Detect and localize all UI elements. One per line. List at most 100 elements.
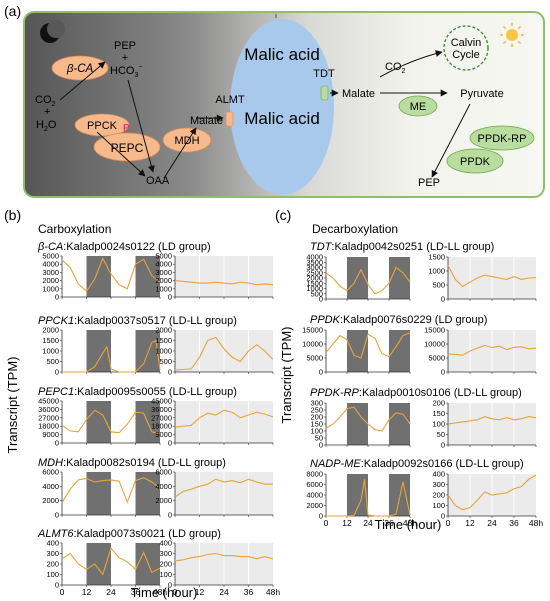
crescent-moon-icon bbox=[40, 20, 65, 43]
c-tdt-ld-ytick-label: 0 bbox=[319, 295, 323, 304]
c-nadp-me-ll-series-line bbox=[447, 474, 537, 511]
b-almt6-ld-xtick-label: 0 bbox=[60, 587, 65, 597]
b-pepc1-gene-title: PEPC1:Kaladp0095s0055 (LD-LL group) bbox=[38, 386, 237, 398]
c-nadp-me-ll-ytick-label: 400 bbox=[432, 470, 445, 479]
c-ppdk-rp-ld-series-line bbox=[325, 406, 411, 432]
svg-text:CO2: CO2 bbox=[35, 94, 56, 108]
svg-text:ALMT: ALMT bbox=[215, 94, 245, 106]
b-pepc1-ll-ytick-label: 27000 bbox=[151, 413, 172, 422]
transporter-almt: ALMT bbox=[215, 94, 245, 127]
oaa-label: OAA bbox=[146, 175, 170, 187]
c-ppdk-rp-ll-ytick-label: 50 bbox=[437, 430, 445, 439]
b-mdh-ll-series-line bbox=[174, 478, 273, 498]
c-tdt-ld-dark-period-2 bbox=[389, 257, 410, 299]
svg-text:PPDK: PPDK bbox=[460, 156, 491, 168]
c-ppdk-rp-ld-ytick-label: 150 bbox=[310, 420, 323, 429]
b--ca-ld-dark-period-1 bbox=[86, 256, 111, 297]
b-almt6-ld-dark-period-2 bbox=[135, 543, 160, 585]
vacuole bbox=[230, 19, 334, 195]
b-almt6-ll-xtick-label: 0 bbox=[173, 587, 178, 597]
c-ppdk-rp-ld-dark-period-2 bbox=[389, 403, 410, 445]
b-mdh-ll-ytick-label: 2000 bbox=[155, 496, 172, 505]
b-mdh-ld-ytick-label: 4000 bbox=[42, 482, 59, 491]
svg-text:H2O: H2O bbox=[36, 119, 57, 133]
b-almt6-ll-xtick-label: 12 bbox=[195, 587, 205, 597]
c-tdt-ld-ytick-label: 500 bbox=[310, 289, 323, 298]
b-pepc1-ll-ytick-label: 36000 bbox=[151, 405, 172, 414]
c-ppdk-ld-ytick-label: 0 bbox=[319, 368, 323, 377]
phosphate-mark: P bbox=[123, 123, 130, 134]
b-ppck1-ld-ytick-label: 1500 bbox=[42, 336, 59, 345]
b-pepc1-ll-ytick-label: 45000 bbox=[151, 397, 172, 406]
b-ppck1-ld-ytick-label: 2000 bbox=[42, 326, 59, 335]
enzyme-me: ME bbox=[398, 95, 438, 117]
b--ca-ld-series-line bbox=[61, 257, 161, 293]
vacuole-label-top: Malic acid bbox=[244, 45, 320, 64]
panel-b-label: (b) bbox=[4, 207, 21, 223]
c-tdt-ll-series-line bbox=[447, 265, 537, 288]
c-ppdk-rp-ll-ytick-label: 200 bbox=[432, 399, 445, 408]
b-ppck1-ld-ytick-label: 500 bbox=[46, 357, 59, 366]
b-ppck1-ld-ytick-label: 0 bbox=[55, 368, 59, 377]
panel-b-plots: β-CA:Kaladp0024s0122 (LD group)500040003… bbox=[37, 241, 280, 597]
panel-b-xlabel: Time (hour) bbox=[131, 585, 198, 600]
b-mdh-ld-ytick-label: 2000 bbox=[42, 496, 59, 505]
svg-text:PEPC: PEPC bbox=[111, 141, 144, 155]
c-ppdk-ld-ytick-label: 5000 bbox=[306, 354, 323, 363]
b--ca-ld-ytick-label: 5000 bbox=[42, 252, 59, 261]
c-ppdk-rp-gene-title: PPDK-RP:Kaladp0010s0106 (LD-LL group) bbox=[310, 387, 522, 399]
enzyme-ppdk: PPDK bbox=[446, 148, 504, 174]
b-almt6-ld-ytick-label: 200 bbox=[46, 560, 59, 569]
svg-text:β-CA: β-CA bbox=[66, 63, 94, 75]
panel-c-ylabel: Transcript (TPM) bbox=[279, 326, 294, 423]
panel-b-ylabel: Transcript (TPM) bbox=[5, 356, 20, 453]
panel-b-title: Carboxylation bbox=[38, 222, 111, 236]
c-nadp-me-ld-ytick-label: 4000 bbox=[306, 491, 323, 500]
co2-label-right: CO2 bbox=[385, 61, 406, 75]
c-ppdk-rp-ld-dark-period-1 bbox=[347, 403, 368, 445]
b-mdh-ld-ytick-label: 0 bbox=[55, 511, 59, 520]
c-ppdk-rp-ll-ytick-label: 150 bbox=[432, 409, 445, 418]
enzyme-beta-ca: β-CA bbox=[51, 55, 109, 81]
b-almt6-ld-dark-period-1 bbox=[86, 543, 111, 585]
panel-c-label: (c) bbox=[275, 207, 291, 223]
b-mdh-ld-dark-period-2 bbox=[135, 472, 160, 515]
b-mdh-ld-series-line bbox=[61, 477, 161, 504]
b-mdh-ld-ytick-label: 6000 bbox=[42, 468, 59, 477]
b-almt6-ll-ytick-label: 200 bbox=[159, 560, 172, 569]
c-nadp-me-ld-ytick-label: 6000 bbox=[306, 480, 323, 489]
b-pepc1-ld-ytick-label: 45000 bbox=[38, 397, 59, 406]
b-mdh-ld-dark-period-1 bbox=[86, 472, 111, 515]
b-mdh-ll-ytick-label: 6000 bbox=[155, 468, 172, 477]
b-pepc1-ld-ytick-label: 18000 bbox=[38, 422, 59, 431]
b-mdh-ll-ytick-label: 4000 bbox=[155, 482, 172, 491]
c-ppdk-rp-ld-ytick-label: 0 bbox=[319, 441, 323, 450]
svg-text:Calvin: Calvin bbox=[451, 37, 482, 49]
b-almt6-ld-xtick-label: 24 bbox=[106, 587, 116, 597]
b-ppck1-ll-ytick-label: 1500 bbox=[155, 336, 172, 345]
c-tdt-ll-ytick-label: 1500 bbox=[428, 253, 445, 262]
c-ppdk-rp-ll-ytick-label: 100 bbox=[432, 420, 445, 429]
enzyme-pepc: PEPC bbox=[93, 132, 161, 162]
c-ppdk-ld-dark-period-1 bbox=[347, 330, 368, 372]
c-tdt-ld-ytick-label: 4000 bbox=[306, 253, 323, 262]
b--ca-ld-ytick-label: 1000 bbox=[42, 284, 59, 293]
c-tdt-ll-ytick-label: 0 bbox=[441, 295, 445, 304]
b-almt6-ll-xtick-label: 48h bbox=[266, 587, 280, 597]
b-almt6-gene-title: ALMT6:Kaladp0073s0021 (LD group) bbox=[37, 528, 221, 540]
b-pepc1-ll-series-line bbox=[174, 409, 274, 428]
panel-c-xlabel: Time (hour) bbox=[375, 517, 442, 532]
c-tdt-ld-ytick-label: 1000 bbox=[306, 284, 323, 293]
c-ppdk-ll-ytick-label: 0 bbox=[441, 368, 445, 377]
b-almt6-ll-ytick-label: 100 bbox=[159, 570, 172, 579]
b-almt6-ll-xtick-label: 24 bbox=[219, 587, 229, 597]
c-tdt-ld-ytick-label: 3500 bbox=[306, 258, 323, 267]
b-pepc1-ld-series-line bbox=[61, 409, 161, 435]
